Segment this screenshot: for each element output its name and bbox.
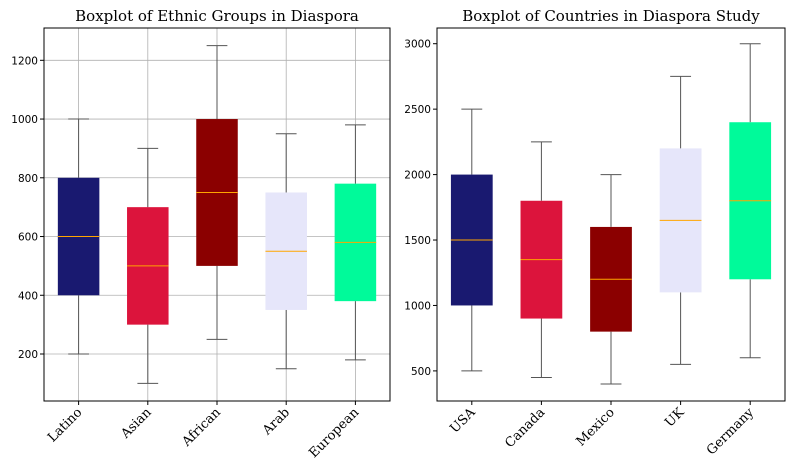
x-tick-label: USA (447, 405, 479, 437)
y-tick-label: 3000 (404, 39, 431, 51)
x-tick-label: Germany (704, 405, 758, 459)
y-tick-label: 2500 (404, 104, 431, 116)
x-tick-label: Latino (45, 405, 85, 445)
y-tick-label: 800 (18, 173, 38, 185)
x-tick-label: African (179, 405, 225, 451)
ethnic-groups-boxplot: Boxplot of Ethnic Groups in Diaspora 200… (11, 7, 391, 461)
chart-title: Boxplot of Ethnic Groups in Diaspora (75, 7, 359, 25)
box-germany (729, 43, 772, 359)
box-european (334, 124, 377, 361)
y-tick-label: 1200 (11, 55, 38, 67)
y-tick-label: 400 (18, 290, 38, 302)
box-canada (520, 141, 563, 378)
box-african (196, 45, 238, 340)
y-tick-label: 500 (411, 366, 431, 378)
x-tick-label: Canada (502, 405, 548, 451)
x-tick-label: Arab (259, 405, 293, 439)
y-tick-label: 200 (18, 349, 38, 361)
y-tick-label: 600 (18, 232, 38, 244)
x-tick-label: UK (662, 405, 687, 430)
y-tick-label: 2000 (404, 170, 431, 182)
y-tick-label: 1000 (404, 300, 431, 312)
box-arab (265, 133, 307, 370)
box-asian (127, 147, 169, 384)
box-mexico (590, 174, 632, 385)
countries-boxplot: Boxplot of Countries in Diaspora Study 5… (404, 7, 786, 459)
box-uk (659, 75, 702, 365)
chart-title: Boxplot of Countries in Diaspora Study (462, 7, 760, 25)
y-tick-label: 1000 (11, 114, 38, 126)
x-tick-label: European (306, 405, 362, 461)
box-usa (450, 108, 493, 372)
x-tick-label: Asian (118, 405, 155, 442)
box-latino (57, 118, 100, 355)
y-tick-label: 1500 (404, 235, 431, 247)
x-tick-label: Mexico (574, 405, 618, 449)
